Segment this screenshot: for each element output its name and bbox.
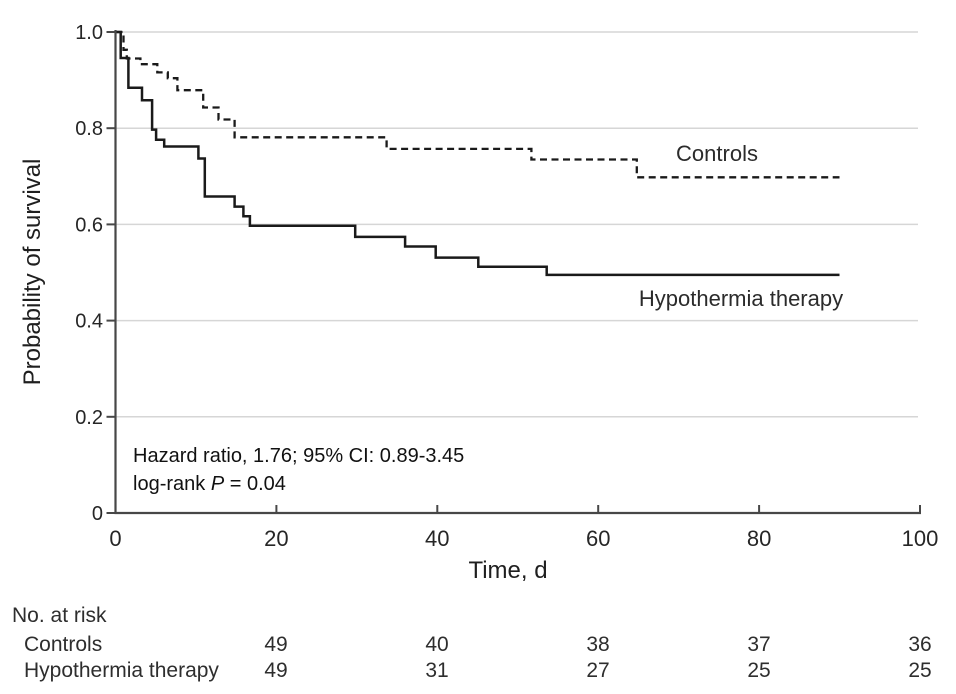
at-risk-count: 25 <box>747 659 770 682</box>
at-risk-count: 27 <box>586 659 609 682</box>
y-tick-label: 0.4 <box>75 311 103 333</box>
x-tick-label: 0 <box>109 526 121 551</box>
axis-ticks <box>106 31 921 514</box>
axis-tick-labels: 0 0.2 0.4 0.6 0.8 1.0 0 20 40 60 80 100 <box>75 22 938 551</box>
at-risk-row-label-hypothermia: Hypothermia therapy <box>24 659 219 682</box>
y-tick-label: 1.0 <box>75 22 103 44</box>
y-tick-label: 0.2 <box>75 407 103 429</box>
at-risk-count: 40 <box>425 633 448 656</box>
y-axis-title: Probability of survival <box>19 159 46 386</box>
at-risk-count: 37 <box>747 633 770 656</box>
logrank-p-symbol: P <box>211 473 225 495</box>
x-tick-label: 100 <box>902 526 939 551</box>
gridlines <box>115 31 918 418</box>
logrank-value: = 0.04 <box>224 473 286 495</box>
y-tick-label: 0.6 <box>75 214 103 236</box>
y-tick-label: 0 <box>92 503 103 525</box>
hypothermia-therapy-curve <box>115 30 840 277</box>
x-tick-label: 20 <box>264 526 288 551</box>
at-risk-count: 31 <box>425 659 448 682</box>
at-risk-count: 49 <box>264 633 287 656</box>
logrank-annotation: log-rank P = 0.04 <box>133 473 286 495</box>
curves <box>115 30 840 277</box>
series-label-hypothermia-therapy: Hypothermia therapy <box>639 286 843 311</box>
series-label-controls: Controls <box>676 141 758 166</box>
at-risk-count: 49 <box>264 659 287 682</box>
x-tick-label: 60 <box>586 526 610 551</box>
y-tick-label: 0.8 <box>75 118 103 140</box>
x-axis-title: Time, d <box>468 557 547 584</box>
logrank-prefix: log-rank <box>133 473 211 495</box>
at-risk-row-label-controls: Controls <box>24 633 102 656</box>
x-tick-label: 40 <box>425 526 449 551</box>
at-risk-count: 36 <box>908 633 931 656</box>
at-risk-count: 38 <box>586 633 609 656</box>
at-risk-title: No. at risk <box>12 604 107 627</box>
x-tick-label: 80 <box>747 526 771 551</box>
hazard-ratio-annotation: Hazard ratio, 1.76; 95% CI: 0.89-3.45 <box>133 445 464 467</box>
at-risk-count: 25 <box>908 659 931 682</box>
